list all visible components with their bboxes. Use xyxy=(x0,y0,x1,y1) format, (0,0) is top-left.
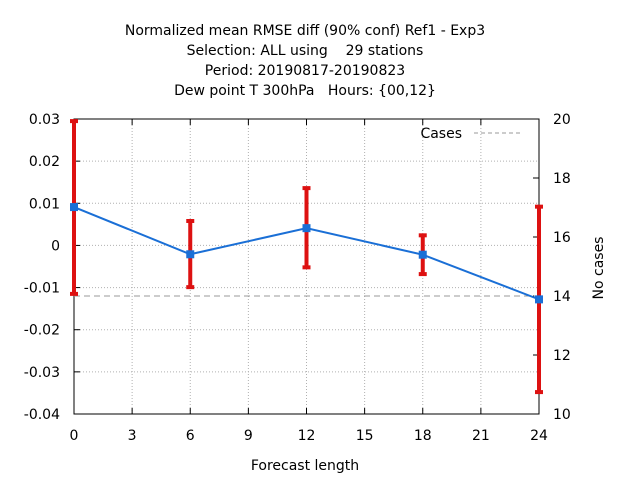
y2-tick-label-4: 18 xyxy=(553,171,571,187)
x-axis-title: Forecast length xyxy=(251,458,359,474)
title-line-1: Normalized mean RMSE diff (90% conf) Ref… xyxy=(125,23,485,39)
x-tick-label-8: 24 xyxy=(530,428,548,444)
x-tick-label-1: 3 xyxy=(128,428,137,444)
title-line-4: Dew point T 300hPa Hours: {00,12} xyxy=(174,83,436,99)
legend-label-cases: Cases xyxy=(420,126,462,142)
x-tick-label-4: 12 xyxy=(298,428,316,444)
y2-tick-label-2: 14 xyxy=(553,289,571,305)
legend: Cases xyxy=(420,126,522,142)
y-tick-label-5: 0.01 xyxy=(29,196,60,212)
x-tick-label-2: 6 xyxy=(186,428,195,444)
y2-tick-label-5: 20 xyxy=(553,112,571,128)
y2-tick-label-0: 10 xyxy=(553,407,571,423)
title-line-3: Period: 20190817-20190823 xyxy=(205,63,405,79)
title-line-2: Selection: ALL using 29 stations xyxy=(187,43,424,59)
x-tick-label-3: 9 xyxy=(244,428,253,444)
data-point-3 xyxy=(418,250,427,259)
y-tick-label-6: 0.02 xyxy=(29,154,60,170)
y2-tick-label-3: 16 xyxy=(553,230,571,246)
data-point-4 xyxy=(535,295,543,304)
x-tick-label-5: 15 xyxy=(356,428,374,444)
y-tick-label-0: -0.04 xyxy=(24,407,60,423)
y2-axis-title: No cases xyxy=(591,237,607,300)
y-tick-label-2: -0.02 xyxy=(24,323,60,339)
x-tick-label-0: 0 xyxy=(70,428,79,444)
data-point-0 xyxy=(70,203,78,212)
x-axis-ticks: 0 3 6 9 12 15 18 21 24 xyxy=(70,119,548,444)
data-point-2 xyxy=(302,224,311,233)
y-tick-label-3: -0.01 xyxy=(24,281,60,297)
chart-title: Normalized mean RMSE diff (90% conf) Ref… xyxy=(125,23,485,99)
data-point-1 xyxy=(186,250,195,259)
y2-tick-label-1: 12 xyxy=(553,348,571,364)
x-tick-label-6: 18 xyxy=(414,428,432,444)
y-tick-label-1: -0.03 xyxy=(24,365,60,381)
y-tick-label-7: 0.03 xyxy=(29,112,60,128)
y2-axis-ticks: 10 12 14 16 18 20 xyxy=(533,112,571,423)
y-axis-ticks: -0.04 -0.03 -0.02 -0.01 0 0.01 0.02 0.03 xyxy=(24,112,80,423)
y-tick-label-4: 0 xyxy=(51,238,60,254)
x-tick-label-7: 21 xyxy=(472,428,490,444)
series-layer xyxy=(70,119,543,395)
